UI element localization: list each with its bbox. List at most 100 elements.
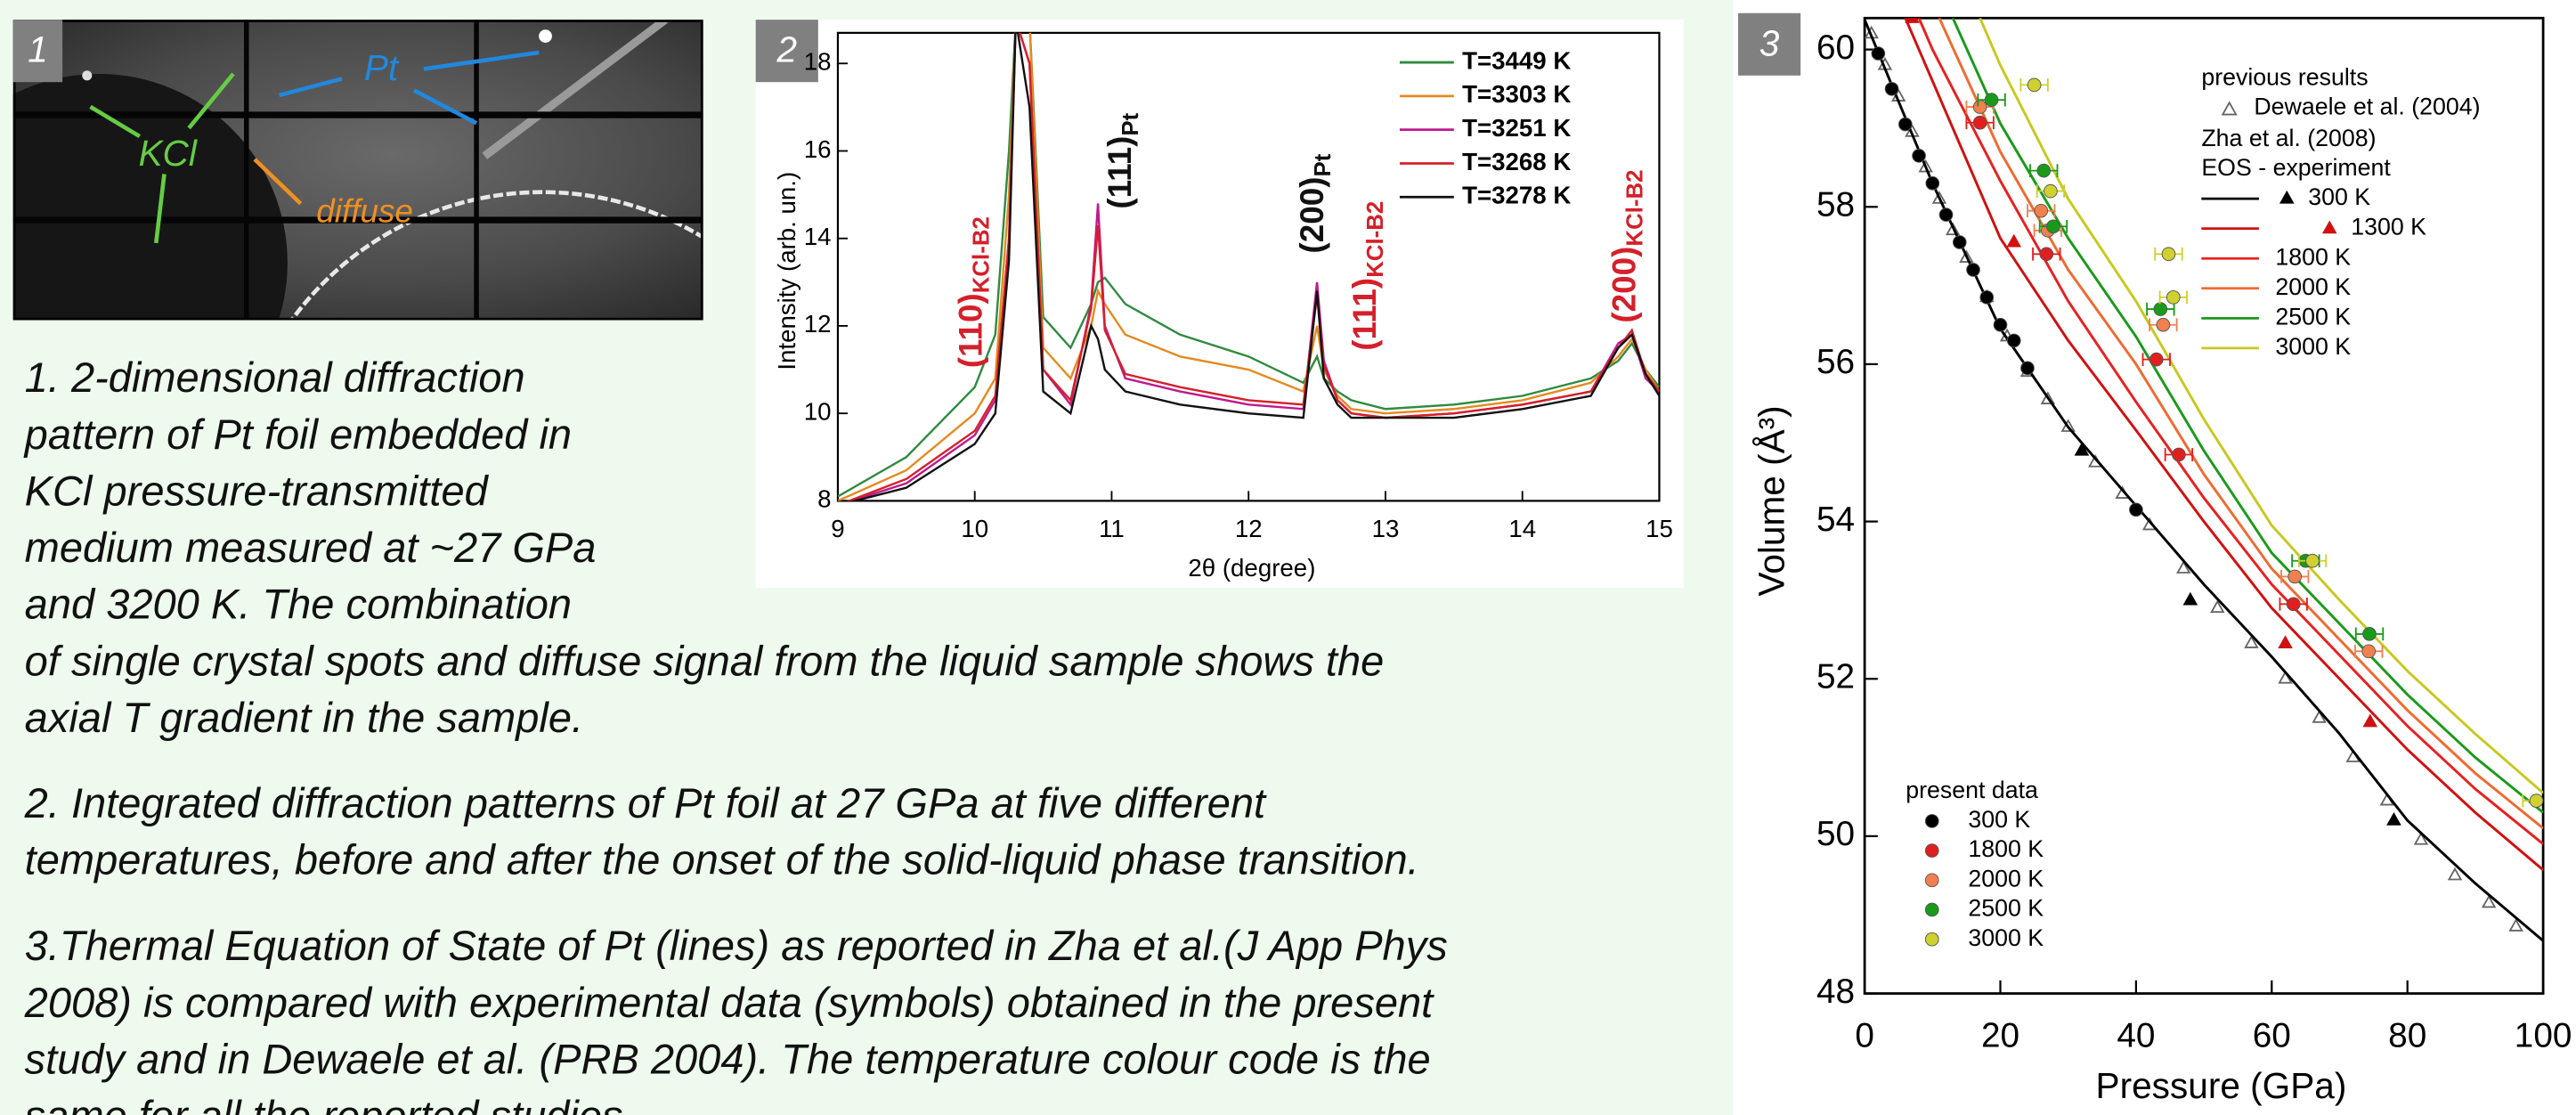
x-axis-label: Pressure (GPa) xyxy=(2096,1065,2347,1106)
y-tick-label: 18 xyxy=(804,48,832,76)
present-point xyxy=(2530,794,2543,808)
caption-line: pattern of Pt foil embedded in xyxy=(23,411,572,458)
y-axis-label: Volume (Å³) xyxy=(1751,405,1792,596)
legend-label: 2000 K xyxy=(1968,865,2044,891)
caption-line: temperatures, before and after the onset… xyxy=(25,835,1419,883)
present-point xyxy=(2306,554,2320,567)
present-point xyxy=(1980,290,1994,304)
y-tick-label: 10 xyxy=(804,397,832,425)
panel-number: 3 xyxy=(1759,22,1780,63)
legend-symbol xyxy=(1925,932,1938,946)
caption-line: 2. Integrated diffraction patterns of Pt… xyxy=(24,779,1267,826)
page: KCl Pt diffuse 1 2 3 1. 2-dimensional di… xyxy=(0,0,2576,1115)
present-point xyxy=(2363,628,2377,641)
present-point xyxy=(2044,184,2058,198)
present-point xyxy=(2007,334,2020,347)
y-tick-label: 52 xyxy=(1816,657,1855,696)
caption-line: of single crystal spots and diffuse sign… xyxy=(25,637,1385,684)
legend-label: 3000 K xyxy=(2275,333,2351,360)
x-axis-label: 2θ (degree) xyxy=(1188,554,1315,582)
panel-number: 2 xyxy=(776,29,797,70)
peak-phase: KCl-B2 xyxy=(1363,201,1388,278)
legend-symbol xyxy=(1925,815,1938,828)
y-tick-label: 16 xyxy=(804,135,832,163)
x-tick-label: 9 xyxy=(831,515,844,542)
present-point xyxy=(1939,208,1953,222)
legend-title: previous results xyxy=(2201,64,2368,91)
legend-label: 2000 K xyxy=(2275,273,2351,300)
legend-label: 1800 K xyxy=(2275,243,2351,270)
present-point xyxy=(2162,248,2175,261)
y-tick-label: 14 xyxy=(804,223,832,250)
legend-symbol xyxy=(1925,903,1938,916)
x-tick-label: 20 xyxy=(1981,1017,2019,1055)
caption-line: 2008) is compared with experimental data… xyxy=(24,979,1435,1026)
caption-line: study and in Dewaele et al. (PRB 2004). … xyxy=(25,1035,1431,1082)
legend-label: 300 K xyxy=(2308,183,2370,210)
caption-line: 3.Thermal Equation of State of Pt (lines… xyxy=(25,922,1448,969)
legend-label: T=3251 K xyxy=(1462,114,1571,142)
present-point xyxy=(2037,164,2051,177)
peak-phase: KCl-B2 xyxy=(1622,170,1647,247)
x-tick-label: 13 xyxy=(1372,515,1400,542)
x-tick-label: 80 xyxy=(2388,1017,2426,1055)
x-tick-label: 100 xyxy=(2515,1017,2572,1055)
y-tick-label: 12 xyxy=(804,310,832,338)
right-background xyxy=(1734,0,2576,1115)
diffuse-label: diffuse xyxy=(316,192,413,229)
present-point xyxy=(2035,204,2048,217)
legend-label: 2500 K xyxy=(1968,895,2044,922)
y-tick-label: 56 xyxy=(1816,343,1855,381)
y-tick-label: 50 xyxy=(1816,815,1855,853)
caption-line: axial T gradient in the sample. xyxy=(25,694,583,741)
legend-label: T=3268 K xyxy=(1462,148,1571,175)
y-tick-label: 54 xyxy=(1816,501,1855,539)
x-tick-label: 10 xyxy=(961,515,988,542)
poster: KCl Pt diffuse 1 2 3 1. 2-dimensional di… xyxy=(0,0,2576,1115)
present-point xyxy=(1994,318,2007,331)
panel-number: 1 xyxy=(28,29,48,70)
legend-label: 3000 K xyxy=(1968,924,2044,951)
present-point xyxy=(1985,94,1998,107)
present-point xyxy=(2287,598,2300,611)
peak-index: (110) xyxy=(952,293,988,368)
peak-phase: KCl-B2 xyxy=(969,216,994,293)
legend-label: T=3449 K xyxy=(1462,46,1571,74)
present-point xyxy=(2157,318,2170,331)
caption-line: 1. 2-dimensional diffraction xyxy=(25,354,525,401)
present-point xyxy=(2047,220,2060,233)
present-point xyxy=(2288,570,2302,583)
y-tick-label: 58 xyxy=(1816,186,1855,224)
x-tick-label: 12 xyxy=(1235,515,1263,542)
present-point xyxy=(1926,176,1939,190)
legend-title: Zha et al. (2008) xyxy=(2201,125,2376,151)
pt-label: Pt xyxy=(364,47,400,88)
legend-title: EOS - experiment xyxy=(2201,154,2391,181)
x-tick-label: 14 xyxy=(1508,515,1536,542)
x-tick-label: 15 xyxy=(1646,515,1673,542)
legend-label: Dewaele et al. (2004) xyxy=(2254,94,2480,120)
caption-line: same for all the reported studies. xyxy=(25,1092,635,1115)
present-point xyxy=(1913,149,1926,162)
legend-label: 2500 K xyxy=(2275,303,2351,330)
legend-label: 1800 K xyxy=(1968,835,2044,862)
x-tick-label: 0 xyxy=(1855,1017,1874,1055)
x-tick-label: 60 xyxy=(2253,1017,2291,1055)
legend-title: present data xyxy=(1906,777,2038,803)
present-point xyxy=(1973,101,1987,114)
present-point xyxy=(2040,248,2053,261)
caption-line: and 3200 K. The combination xyxy=(25,581,572,628)
kcl-label: KCl xyxy=(138,133,197,174)
present-point xyxy=(2362,645,2376,658)
y-tick-label: 48 xyxy=(1816,973,1855,1011)
present-point xyxy=(2154,303,2167,316)
peak-index: (200) xyxy=(1294,177,1330,254)
legend-label: T=3278 K xyxy=(1462,182,1571,209)
caption-line: medium measured at ~27 GPa xyxy=(25,524,597,571)
legend-symbol xyxy=(1925,874,1938,887)
x-tick-label: 11 xyxy=(1099,515,1125,542)
peak-index: (200) xyxy=(1605,247,1642,323)
present-point xyxy=(1898,118,1912,131)
caption-line: KCl pressure-transmitted xyxy=(25,467,490,514)
peak-index: (111) xyxy=(1346,278,1383,351)
